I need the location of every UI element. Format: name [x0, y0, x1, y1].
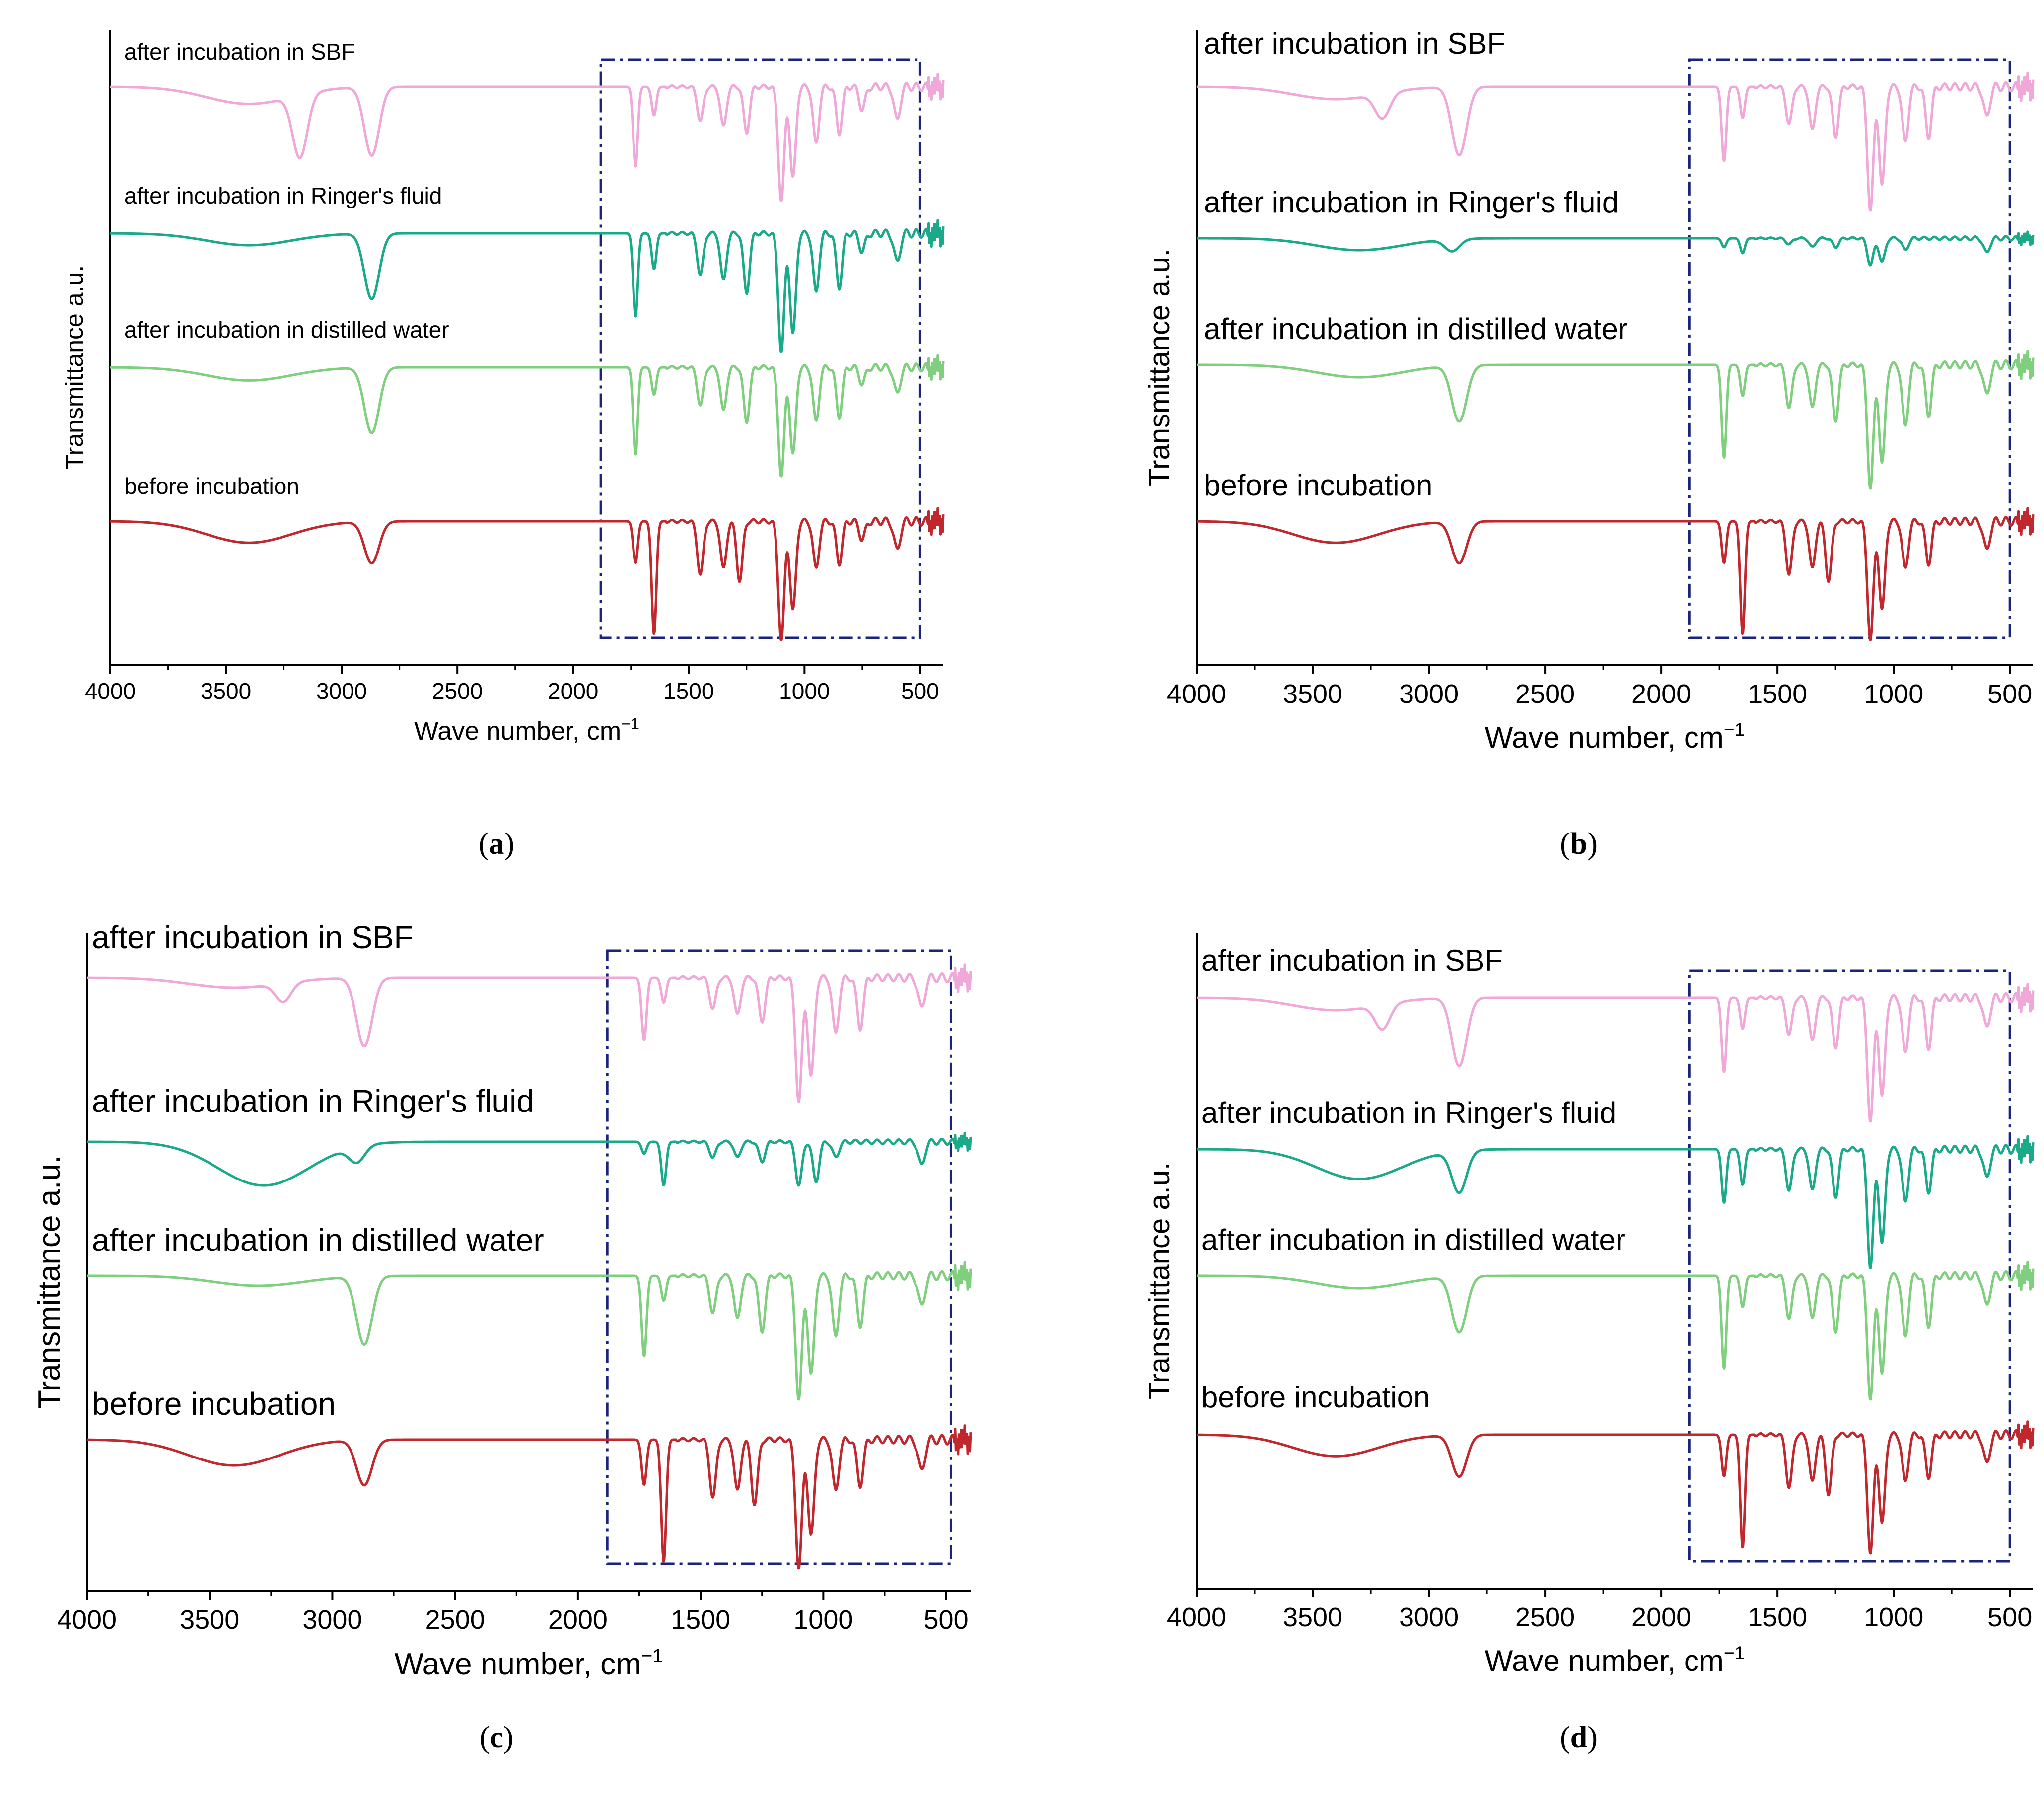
x-tick-label: 2000: [1631, 679, 1691, 709]
x-tick-label: 1500: [1748, 1602, 1807, 1632]
series-line-4: [109, 507, 945, 641]
x-tick-label: 2000: [548, 1605, 608, 1635]
series-label-2: after incubation in Ringer's fluid: [124, 183, 442, 208]
x-tick-label: 2000: [1631, 1602, 1691, 1632]
series-line-3: [1196, 1261, 2035, 1401]
series-label-3: after incubation in distilled water: [1201, 1223, 1625, 1256]
x-tick-label: 2500: [432, 678, 483, 704]
series-label-1: after incubation in SBF: [1201, 944, 1503, 977]
series-label-4: before incubation: [92, 1386, 336, 1422]
series-label-2: after incubation in Ringer's fluid: [92, 1083, 534, 1119]
panel-label: (a): [479, 827, 514, 861]
x-tick-label: 1500: [671, 1605, 730, 1635]
x-axis-title-superscript: −1: [1724, 1642, 1745, 1663]
x-tick-label: 2500: [1515, 1602, 1575, 1632]
series-label-1: after incubation in SBF: [1204, 27, 1505, 60]
series-line-1: [1196, 983, 2035, 1123]
series-line-1: [1196, 72, 2035, 212]
y-axis-title: Transmittance a.u.: [32, 1155, 67, 1409]
x-tick-label: 1000: [1864, 679, 1923, 709]
x-tick-label: 1000: [779, 678, 830, 704]
x-tick-label: 4000: [85, 678, 136, 704]
series-line-3: [86, 1261, 972, 1401]
panel-d: 4000 3500 3000 2500 2000 1500 1000 500 Wave numb…: [1143, 933, 2035, 1754]
x-tick-label: 500: [1987, 679, 2032, 709]
series-label-1: after incubation in SBF: [92, 919, 413, 955]
x-tick-label: 4000: [57, 1605, 117, 1635]
x-tick-label: 500: [924, 1605, 969, 1635]
x-tick-label: 1500: [663, 678, 714, 704]
x-axis-title: Wave number, cm−1: [414, 715, 639, 746]
series-line-3: [109, 354, 945, 478]
x-tick-label: 3500: [1283, 679, 1342, 709]
x-tick-label: 3500: [201, 678, 251, 704]
series-label-2: after incubation in Ringer's fluid: [1204, 186, 1619, 219]
x-tick-label: 2500: [1515, 679, 1575, 709]
x-tick-label: 1000: [793, 1605, 853, 1635]
panel-b: 4000 3500 3000 2500 2000 1500 1000 500 Wave numb…: [1143, 27, 2035, 861]
x-tick-label: 3500: [180, 1605, 239, 1635]
x-tick-label: 3000: [302, 1605, 362, 1635]
highlight-box: [599, 58, 921, 639]
panel-c: 4000 3500 3000 2500 2000 1500 1000 500 Wave numb…: [32, 919, 972, 1754]
series-label-2: after incubation in Ringer's fluid: [1201, 1096, 1616, 1129]
y-axis-title: Transmittance a.u.: [61, 265, 88, 470]
series-label-3: after incubation in distilled water: [124, 317, 449, 343]
x-tick-label: 2500: [425, 1605, 485, 1635]
y-axis-title: Transmittance a.u.: [1143, 1162, 1176, 1399]
series-line-1: [109, 73, 945, 202]
x-axis-title-superscript: −1: [1724, 719, 1745, 740]
x-axis-title: Wave number, cm−1: [1485, 1642, 1745, 1677]
x-tick-label: 3000: [316, 678, 367, 704]
panel-label: (b): [1560, 827, 1598, 861]
series-line-2: [1196, 1135, 2035, 1269]
x-axis-title: Wave number, cm−1: [394, 1645, 663, 1681]
series-line-1: [86, 963, 972, 1103]
panel-label: (c): [480, 1721, 514, 1754]
highlight-box: [606, 949, 952, 1565]
panels: 4000 3500 3000 2500 2000 1500 1000 500 Wave numb…: [32, 27, 2035, 1754]
series-label-4: before incubation: [1201, 1381, 1430, 1414]
series-line-3: [1196, 350, 2035, 490]
x-tick-label: 4000: [1167, 1602, 1226, 1632]
x-axis-title-superscript: −1: [641, 1645, 663, 1666]
x-tick-label: 1500: [1748, 679, 1807, 709]
x-axis-title-superscript: −1: [621, 715, 639, 733]
x-axis-title: Wave number, cm−1: [1485, 719, 1745, 754]
y-axis-title: Transmittance a.u.: [1143, 249, 1176, 486]
series-line-2: [86, 1132, 972, 1187]
series-label-3: after incubation in distilled water: [1204, 312, 1628, 346]
series-line-4: [86, 1424, 972, 1570]
series-label-4: before incubation: [1204, 469, 1432, 502]
series-label-1: after incubation in SBF: [124, 39, 355, 65]
series-line-2: [109, 219, 945, 353]
x-tick-label: 3000: [1399, 1602, 1459, 1632]
series-line-4: [1196, 507, 2035, 641]
panel-label: (d): [1560, 1721, 1598, 1754]
highlight-box: [1688, 58, 2011, 639]
x-tick-label: 3000: [1399, 679, 1459, 709]
x-tick-label: 2000: [548, 678, 598, 704]
x-tick-label: 500: [1987, 1602, 2032, 1632]
x-tick-label: 500: [901, 678, 939, 704]
series-label-4: before incubation: [124, 473, 299, 499]
panel-a: 4000 3500 3000 2500 2000 1500 1000 500 Wave numb…: [61, 30, 945, 861]
x-tick-label: 4000: [1167, 679, 1226, 709]
x-tick-label: 1000: [1864, 1602, 1923, 1632]
series-label-3: after incubation in distilled water: [92, 1222, 544, 1258]
series-line-4: [1196, 1420, 2035, 1555]
x-tick-label: 3500: [1283, 1602, 1342, 1632]
series-line-2: [1196, 230, 2035, 267]
